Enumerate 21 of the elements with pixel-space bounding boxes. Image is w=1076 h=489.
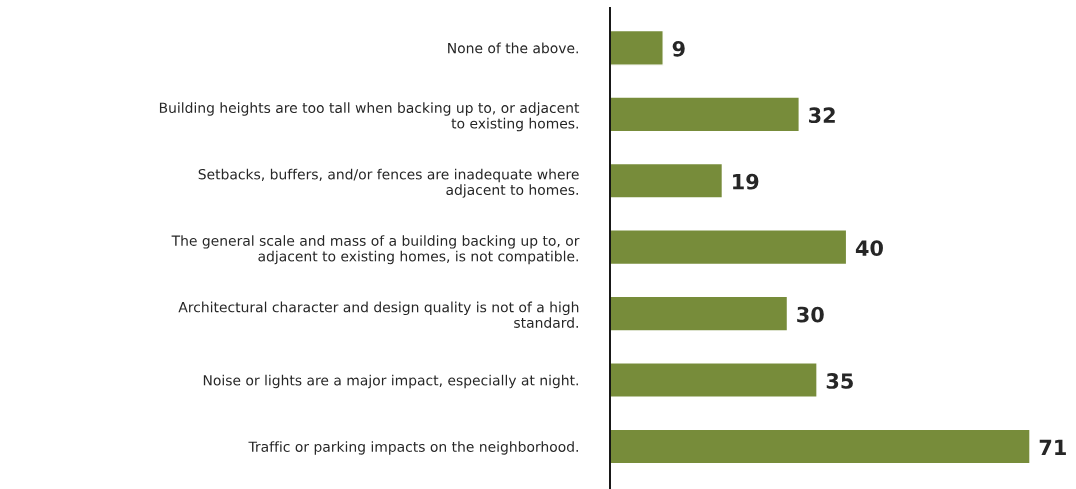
y-tick-label: None of the above.	[448, 42, 578, 54]
bar	[610, 428, 1030, 465]
data-label: 32	[809, 107, 835, 124]
y-tick-label: The general scale and mass of a building backing up to, or adjacent to existing homes, is not compatible.	[171, 235, 580, 265]
bar	[610, 295, 789, 332]
data-label: 19	[733, 173, 759, 190]
bar	[610, 229, 848, 266]
bar	[610, 96, 800, 133]
data-label: 40	[855, 240, 883, 256]
data-label: 71	[1039, 439, 1066, 456]
y-tick-label: Building heights are too tall when backing up to, or adjacent to existing homes.	[159, 102, 580, 132]
bar	[610, 162, 724, 199]
y-tick-label: Architectural character and design quality is not of a high standard.	[178, 301, 579, 328]
data-label: 35	[826, 373, 853, 389]
data-label: 30	[797, 306, 824, 323]
bar	[610, 29, 664, 66]
y-tick-label: Traffic or parking impacts on the neighborhood.	[248, 441, 578, 455]
y-tick-label: Setbacks, buffers, and/or fences are inadequate where adjacent to homes.	[198, 168, 579, 198]
data-label: 9	[672, 40, 685, 57]
bar	[610, 362, 818, 399]
y-tick-label: Noise or lights are a major impact, especially at night.	[203, 374, 578, 389]
